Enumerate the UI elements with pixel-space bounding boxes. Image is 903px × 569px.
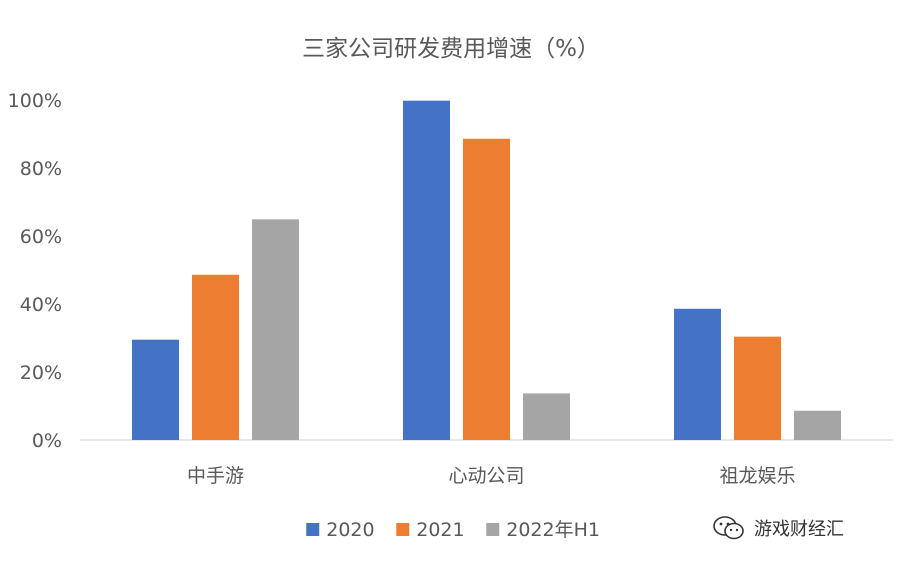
y-tick-label: 80% [20,158,62,180]
bars [132,100,841,441]
bar [403,100,450,441]
watermark: 游戏财经汇 [712,514,844,542]
legend-swatch [396,523,410,536]
watermark-text: 游戏财经汇 [754,519,844,540]
y-tick-label: 20% [20,362,62,384]
y-tick-label: 100% [8,90,62,112]
y-tick-label: 60% [20,226,62,248]
y-axis-tick-labels: 0% 20% 40% 60% 80% 100% [8,90,62,452]
chart-title: 三家公司研发费用增速（%） [302,36,600,62]
y-tick-label: 40% [20,294,62,316]
x-tick-label: 中手游 [187,465,244,487]
bar [523,393,570,440]
legend-label: 2021 [416,519,464,541]
x-axis-category-labels: 中手游 心动公司 祖龙娱乐 [187,465,796,487]
bar [794,410,841,440]
x-tick-label: 祖龙娱乐 [719,465,795,487]
legend-label: 2020 [326,519,374,541]
bar [734,336,781,440]
y-tick-label: 0% [32,430,62,452]
legend: 2020 2021 2022年H1 [306,519,600,541]
bar [674,308,721,440]
bar [132,339,179,440]
legend-swatch [486,523,500,536]
bar [252,219,299,440]
x-tick-label: 心动公司 [448,465,524,487]
wechat-icon [713,516,744,540]
bar [192,274,239,440]
bar [463,138,510,440]
legend-swatch [306,523,320,536]
legend-label: 2022年H1 [506,519,600,541]
